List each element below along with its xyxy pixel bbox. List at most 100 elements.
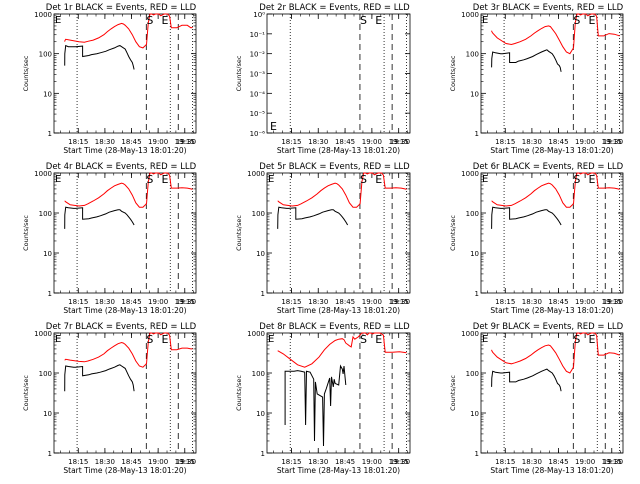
lld-series-line — [277, 172, 407, 208]
y-tick-label: 10 — [256, 410, 265, 418]
y-tick-label: 10 — [43, 410, 52, 418]
y-tick-label: 10⁰ — [253, 11, 265, 19]
y-axis-label: Counts/sec — [22, 375, 30, 411]
x-tick-label: 18:30 — [308, 138, 328, 146]
events-series-line — [491, 49, 562, 72]
y-tick-label: 100 — [39, 51, 52, 59]
end-marker-e: E — [588, 173, 595, 186]
x-tick-label: 18:45 — [335, 138, 355, 146]
x-tick-label: 19:30 — [176, 458, 196, 466]
panel-det-3: Det 3r BLACK = Events, RED = LLD 1 10 100 10… — [449, 3, 624, 155]
y-tick-label: 10 — [256, 250, 265, 258]
x-tick-label: 19:00 — [362, 458, 382, 466]
x-tick-label: 19:15 — [602, 298, 622, 306]
start-marker-s: S — [573, 173, 580, 186]
x-tick-label: 19:00 — [575, 298, 595, 306]
x-axis-label: Start Time (28-May-13 18:01:20) — [277, 306, 400, 315]
x-tick-label: 18:30 — [522, 138, 542, 146]
y-tick-label: 1 — [48, 130, 52, 138]
panel-title: Det 4r BLACK = Events, RED = LLD — [46, 162, 197, 172]
corner-marker-e: E — [268, 174, 274, 185]
x-tick-label: 18:30 — [522, 298, 542, 306]
x-tick-label: 18:15 — [68, 138, 88, 146]
start-marker-s: S — [573, 14, 580, 27]
start-marker-s: S — [360, 14, 367, 27]
x-tick-label: 18:15 — [495, 458, 515, 466]
panel-det-8: Det 8r BLACK = Events, RED = LLD 1 10 100 10… — [235, 322, 411, 475]
panel-title: Det 2r BLACK = Events, RED = LLD — [259, 3, 410, 13]
panel-det-2: Det 2r BLACK = Events, RED = LLD 10⁻⁶ 10⁻⁵… — [235, 3, 411, 155]
plot-frame — [53, 332, 197, 454]
x-axis-label: Start Time (28-May-13 18:01:20) — [490, 466, 613, 475]
y-tick-label: 100 — [466, 210, 479, 218]
x-axis-label: Start Time (28-May-13 18:01:20) — [490, 146, 613, 155]
panel-det-9: Det 9r BLACK = Events, RED = LLD 1 10 100 10… — [449, 322, 624, 475]
y-tick-label: 100 — [466, 51, 479, 59]
panel-title: Det 5r BLACK = Events, RED = LLD — [259, 162, 410, 172]
y-tick-label: 1000 — [247, 330, 265, 338]
x-tick-label: 19:00 — [575, 138, 595, 146]
x-tick-label: 18:30 — [95, 458, 115, 466]
start-marker-s: S — [360, 173, 367, 186]
x-tick-label: 19:30 — [390, 298, 410, 306]
x-axis-label: Start Time (28-May-13 18:01:20) — [63, 466, 186, 475]
plot-frame — [480, 172, 624, 294]
events-series-line — [277, 206, 349, 229]
y-tick-label: 1000 — [34, 11, 52, 19]
y-tick-label: 1 — [261, 450, 265, 458]
y-axis-label: Counts/sec — [22, 215, 30, 251]
x-axis-label: Start Time (28-May-13 18:01:20) — [63, 146, 186, 155]
panel-det-6: Det 6r BLACK = Events, RED = LLD 1 10 100 10… — [449, 162, 624, 315]
lld-series-line — [64, 172, 193, 208]
events-series-line — [64, 206, 135, 229]
end-marker-e: E — [161, 173, 168, 186]
x-tick-label: 18:30 — [95, 138, 115, 146]
y-tick-label: 1 — [475, 450, 479, 458]
end-marker-e: E — [588, 333, 595, 346]
lld-series-line — [491, 172, 620, 208]
lld-series-line — [64, 332, 193, 368]
corner-marker-e: E — [55, 334, 61, 345]
panel-title: Det 1r BLACK = Events, RED = LLD — [46, 3, 197, 13]
x-tick-label: 18:45 — [335, 458, 355, 466]
y-tick-label: 1 — [48, 290, 52, 298]
panel-title: Det 8r BLACK = Events, RED = LLD — [259, 322, 410, 332]
start-marker-s: S — [573, 333, 580, 346]
events-series-line — [64, 364, 135, 392]
x-tick-label: 19:30 — [603, 138, 623, 146]
corner-marker-e: E — [482, 15, 488, 26]
x-tick-label: 18:30 — [95, 298, 115, 306]
end-marker-e: E — [375, 14, 382, 27]
y-tick-label: 10⁻⁶ — [250, 130, 266, 138]
y-tick-label: 10⁻² — [250, 51, 266, 59]
y-tick-label: 1000 — [34, 170, 52, 178]
y-tick-label: 100 — [39, 370, 52, 378]
x-tick-label: 19:15 — [175, 138, 195, 146]
panel-det-1: Det 1r BLACK = Events, RED = LLD 1 10 100 10… — [22, 3, 197, 155]
start-marker-s: S — [146, 14, 153, 27]
events-series-line — [491, 206, 562, 229]
x-tick-label: 19:30 — [603, 298, 623, 306]
y-tick-label: 1 — [261, 290, 265, 298]
x-tick-label: 18:15 — [495, 138, 515, 146]
end-marker-e: E — [161, 14, 168, 27]
plot-frame — [266, 172, 411, 294]
x-tick-label: 19:00 — [362, 298, 382, 306]
x-tick-label: 18:45 — [121, 458, 141, 466]
y-tick-label: 10 — [470, 410, 479, 418]
y-tick-label: 100 — [466, 370, 479, 378]
y-axis-label: Counts/sec — [449, 215, 457, 251]
panel-title: Det 9r BLACK = Events, RED = LLD — [473, 322, 624, 332]
y-axis-label: Counts/sec — [235, 215, 243, 251]
end-marker-e: E — [375, 173, 382, 186]
x-tick-label: 19:30 — [176, 138, 196, 146]
y-tick-label: 100 — [252, 370, 265, 378]
x-axis-label: Start Time (28-May-13 18:01:20) — [63, 306, 186, 315]
x-tick-label: 18:45 — [548, 298, 568, 306]
x-tick-label: 18:15 — [281, 138, 301, 146]
x-tick-label: 18:45 — [121, 138, 141, 146]
x-tick-label: 19:15 — [389, 298, 409, 306]
x-axis-label: Start Time (28-May-13 18:01:20) — [277, 466, 400, 475]
